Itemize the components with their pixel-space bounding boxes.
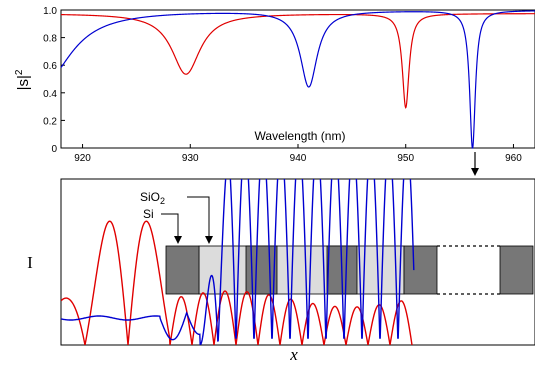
field-panel: SiO2 Si x I (27, 178, 535, 364)
si-block-1 (165, 245, 200, 295)
spectrum-x-axis-label: Wavelength (nm) (255, 129, 346, 143)
spectrum-ticks: 920 930 940 950 960 0 0.2 0.4 0.6 0.8 1.0 (43, 6, 522, 164)
y-tick-label: 0.4 (43, 89, 57, 100)
blue-spectrum-line (60, 10, 535, 149)
red-field-line (61, 220, 413, 345)
y-tick-label: 1.0 (43, 6, 57, 17)
x-tick-label: 930 (182, 153, 199, 164)
si-pointer (161, 213, 182, 244)
x-tick-label: 950 (397, 153, 414, 164)
si-label: Si (143, 207, 154, 221)
field-x-axis-label: x (289, 345, 298, 364)
sio2-pointer (187, 196, 213, 244)
y-tick-label: 0.2 (43, 116, 57, 127)
x-tick-label: 960 (505, 153, 522, 164)
spectrum-panel: 920 930 940 950 960 0 0.2 0.4 0.6 0.8 1.0 Waveleng… (14, 6, 535, 176)
y-tick-label: 0.8 (43, 34, 57, 45)
resonance-marker-arrow (471, 152, 479, 176)
si-block-4 (403, 245, 438, 295)
si-block-end (499, 245, 534, 295)
blue-field-line (61, 179, 415, 345)
red-spectrum-line (61, 13, 535, 109)
field-y-axis-label: I (27, 253, 33, 272)
sio2-cladding (198, 245, 405, 295)
x-tick-label: 920 (74, 153, 91, 164)
sio2-label: SiO2 (140, 190, 165, 206)
field-plot-frame (60, 178, 535, 346)
y-tick-label: 0.6 (43, 61, 57, 72)
y-tick-label: 0 (51, 144, 57, 155)
waveguide-structure (165, 245, 534, 295)
spectrum-y-axis-label: |s|2 (14, 69, 32, 90)
x-tick-label: 940 (290, 153, 307, 164)
